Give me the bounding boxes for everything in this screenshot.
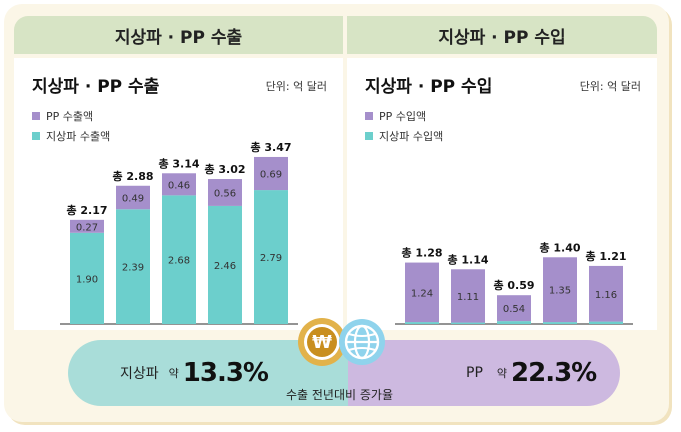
export-panel: 지상파 · PP 수출 단위: 억 달러 PP 수출액 지상파 수출액 1.90…: [14, 58, 343, 330]
legend-item-terrestrial-import: 지상파 수입액: [365, 128, 443, 144]
bar-value-label: 2.46: [214, 261, 236, 272]
bar-total-label: 총 1.40: [539, 240, 580, 254]
export-header: 지상파 · PP 수출: [14, 16, 343, 54]
bar-value-label: 1.11: [457, 292, 479, 303]
bar-segment: [405, 322, 439, 324]
bar-segment: [589, 265, 623, 322]
bar-value-label: 2.79: [260, 253, 282, 264]
bar-segment: [254, 190, 288, 324]
bar-value-label: 0.27: [76, 222, 98, 233]
pp-growth-label: PP: [466, 365, 483, 381]
import-chart-title: 지상파 · PP 수입: [365, 77, 493, 97]
import-panel: 지상파 · PP 수입 단위: 억 달러 PP 수입액 지상파 수입액 0.04…: [347, 58, 657, 330]
bar-total-label: 총 1.28: [401, 246, 442, 260]
legend-item-pp-export: PP 수출액: [32, 108, 93, 124]
bar-value-label: 0.49: [122, 194, 144, 205]
legend-swatch-terrestrial: [365, 132, 373, 140]
legend-swatch-pp: [365, 112, 373, 120]
bar-value-label: 1.16: [595, 290, 617, 301]
bar-value-label: 2.68: [168, 256, 190, 267]
pp-growth-value: 22.3%: [511, 358, 597, 388]
bar-total-label: 총 1.14: [447, 252, 488, 266]
bar-segment: [162, 173, 196, 196]
legend-item-terrestrial-export: 지상파 수출액: [32, 128, 110, 144]
bar-total-label: 총 0.59: [493, 278, 534, 292]
bar-total-label: 총 2.17: [66, 203, 107, 217]
won-coin-icon: ₩: [298, 318, 346, 366]
bar-total-label: 총 3.14: [158, 156, 199, 170]
bar-total-label: 총 1.21: [585, 249, 626, 263]
export-unit-label: 단위: 억 달러: [265, 80, 327, 93]
bar-segment: [497, 321, 531, 324]
bar-segment: [116, 185, 150, 210]
legend-label: 지상파 수입액: [379, 130, 444, 143]
bar-value-label: 0.46: [168, 180, 190, 191]
bar-segment: [589, 321, 623, 324]
bar-segment: [497, 295, 531, 322]
bar-total-label: 총 3.02: [204, 162, 245, 176]
bar-segment: [543, 322, 577, 324]
terrestrial-growth-label: 지상파: [120, 366, 159, 382]
bar-value-label: 1.35: [549, 286, 571, 297]
pp-growth-banner: PP 약 22.3%: [348, 340, 620, 406]
legend-label: PP 수출액: [46, 110, 94, 123]
bar-segment: [543, 257, 577, 323]
bar-value-label: 1.24: [411, 288, 433, 299]
bar-segment: [451, 269, 485, 323]
import-bar-chart: 0.041.24총 1.2820120.031.11총 1.1420130.06…: [395, 240, 633, 325]
legend-label: PP 수입액: [379, 110, 427, 123]
legend-label: 지상파 수출액: [46, 130, 111, 143]
legend-swatch-terrestrial: [32, 132, 40, 140]
bar-value-label: 0.54: [503, 304, 525, 315]
import-unit-label: 단위: 억 달러: [579, 80, 641, 93]
bar-segment: [116, 209, 150, 324]
bar-segment: [208, 179, 242, 206]
terrestrial-growth-value: 13.3%: [182, 358, 269, 388]
growth-caption: 수출 전년대비 증가율: [286, 388, 393, 402]
terrestrial-growth-approx: 약: [168, 367, 179, 380]
export-chart-title: 지상파 · PP 수출: [32, 77, 160, 97]
bar-segment: [162, 195, 196, 324]
bar-total-label: 총 2.88: [112, 169, 153, 183]
bar-segment: [70, 219, 104, 233]
globe-icon: [339, 319, 385, 365]
legend-item-pp-import: PP 수입액: [365, 108, 426, 124]
import-header: 지상파 · PP 수입: [347, 16, 657, 54]
bar-value-label: 1.90: [76, 274, 98, 285]
bar-segment: [405, 262, 439, 323]
bar-value-label: 0.69: [260, 170, 282, 181]
bar-value-label: 0.56: [214, 188, 236, 199]
bar-segment: [208, 205, 242, 324]
won-symbol: ₩: [307, 327, 337, 357]
bar-segment: [451, 322, 485, 324]
bar-segment: [254, 156, 288, 191]
legend-swatch-pp: [32, 112, 40, 120]
pp-growth-approx: 약: [496, 367, 508, 380]
export-bar-chart: 1.900.27총 2.1720122.390.49총 2.8820132.68…: [60, 140, 298, 325]
bar-segment: [70, 232, 104, 324]
bar-value-label: 2.39: [122, 263, 144, 274]
bar-total-label: 총 3.47: [250, 140, 291, 154]
